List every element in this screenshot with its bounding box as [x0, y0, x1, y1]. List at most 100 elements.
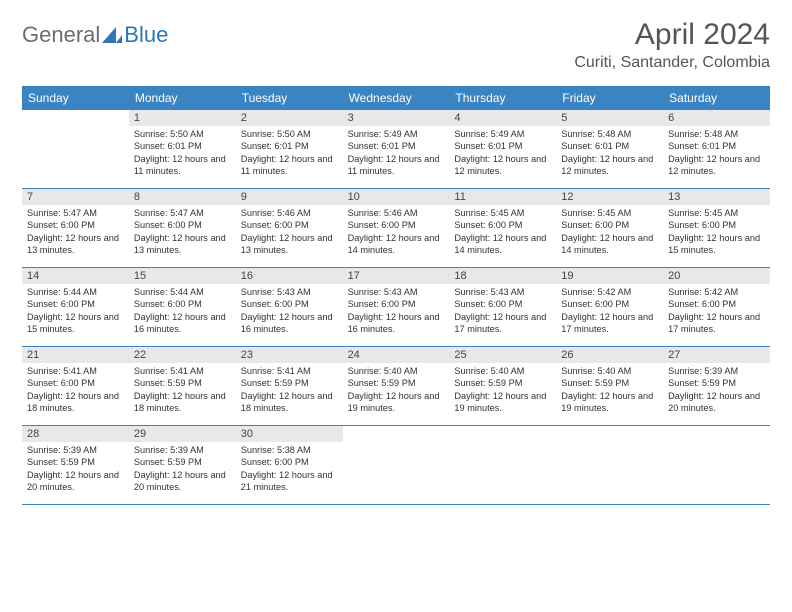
- day-cell: 5Sunrise: 5:48 AMSunset: 6:01 PMDaylight…: [556, 110, 663, 188]
- day-cell: 19Sunrise: 5:42 AMSunset: 6:00 PMDayligh…: [556, 268, 663, 346]
- calendar-week: 14Sunrise: 5:44 AMSunset: 6:00 PMDayligh…: [22, 268, 770, 347]
- day-cell: .: [556, 426, 663, 504]
- day-cell: 6Sunrise: 5:48 AMSunset: 6:01 PMDaylight…: [663, 110, 770, 188]
- day-content: Sunrise: 5:45 AMSunset: 6:00 PMDaylight:…: [663, 205, 770, 259]
- day-number: 11: [449, 189, 556, 205]
- day-cell: .: [22, 110, 129, 188]
- day-content: Sunrise: 5:42 AMSunset: 6:00 PMDaylight:…: [556, 284, 663, 338]
- day-content: Sunrise: 5:48 AMSunset: 6:01 PMDaylight:…: [556, 126, 663, 180]
- day-header: Monday: [129, 86, 236, 110]
- day-content: Sunrise: 5:42 AMSunset: 6:00 PMDaylight:…: [663, 284, 770, 338]
- day-number: 16: [236, 268, 343, 284]
- day-number: 17: [343, 268, 450, 284]
- day-cell: 13Sunrise: 5:45 AMSunset: 6:00 PMDayligh…: [663, 189, 770, 267]
- day-content: Sunrise: 5:49 AMSunset: 6:01 PMDaylight:…: [449, 126, 556, 180]
- day-content: Sunrise: 5:39 AMSunset: 5:59 PMDaylight:…: [22, 442, 129, 496]
- day-number: 24: [343, 347, 450, 363]
- title-block: April 2024 Curiti, Santander, Colombia: [574, 18, 770, 72]
- calendar-week: 28Sunrise: 5:39 AMSunset: 5:59 PMDayligh…: [22, 426, 770, 505]
- calendar-week: .1Sunrise: 5:50 AMSunset: 6:01 PMDayligh…: [22, 110, 770, 189]
- day-content: Sunrise: 5:41 AMSunset: 5:59 PMDaylight:…: [236, 363, 343, 417]
- day-number: 7: [22, 189, 129, 205]
- calendar-week: 7Sunrise: 5:47 AMSunset: 6:00 PMDaylight…: [22, 189, 770, 268]
- day-content: Sunrise: 5:40 AMSunset: 5:59 PMDaylight:…: [556, 363, 663, 417]
- brand-logo: General Blue: [22, 22, 168, 48]
- day-number: 2: [236, 110, 343, 126]
- day-cell: 8Sunrise: 5:47 AMSunset: 6:00 PMDaylight…: [129, 189, 236, 267]
- calendar-grid: SundayMondayTuesdayWednesdayThursdayFrid…: [22, 86, 770, 505]
- day-header: Saturday: [663, 86, 770, 110]
- day-cell: 15Sunrise: 5:44 AMSunset: 6:00 PMDayligh…: [129, 268, 236, 346]
- day-content: Sunrise: 5:46 AMSunset: 6:00 PMDaylight:…: [236, 205, 343, 259]
- day-cell: 21Sunrise: 5:41 AMSunset: 6:00 PMDayligh…: [22, 347, 129, 425]
- day-cell: 26Sunrise: 5:40 AMSunset: 5:59 PMDayligh…: [556, 347, 663, 425]
- day-content: Sunrise: 5:50 AMSunset: 6:01 PMDaylight:…: [129, 126, 236, 180]
- day-cell: 2Sunrise: 5:50 AMSunset: 6:01 PMDaylight…: [236, 110, 343, 188]
- day-number: 5: [556, 110, 663, 126]
- day-cell: 17Sunrise: 5:43 AMSunset: 6:00 PMDayligh…: [343, 268, 450, 346]
- day-content: Sunrise: 5:41 AMSunset: 5:59 PMDaylight:…: [129, 363, 236, 417]
- location-text: Curiti, Santander, Colombia: [574, 54, 770, 72]
- day-number: 14: [22, 268, 129, 284]
- day-cell: 14Sunrise: 5:44 AMSunset: 6:00 PMDayligh…: [22, 268, 129, 346]
- day-content: Sunrise: 5:39 AMSunset: 5:59 PMDaylight:…: [663, 363, 770, 417]
- day-number: 15: [129, 268, 236, 284]
- day-cell: 27Sunrise: 5:39 AMSunset: 5:59 PMDayligh…: [663, 347, 770, 425]
- day-content: Sunrise: 5:40 AMSunset: 5:59 PMDaylight:…: [343, 363, 450, 417]
- day-cell: .: [449, 426, 556, 504]
- day-cell: 3Sunrise: 5:49 AMSunset: 6:01 PMDaylight…: [343, 110, 450, 188]
- day-number: 6: [663, 110, 770, 126]
- day-header: Wednesday: [343, 86, 450, 110]
- day-content: Sunrise: 5:45 AMSunset: 6:00 PMDaylight:…: [556, 205, 663, 259]
- month-title: April 2024: [574, 18, 770, 52]
- day-cell: 12Sunrise: 5:45 AMSunset: 6:00 PMDayligh…: [556, 189, 663, 267]
- day-content: Sunrise: 5:44 AMSunset: 6:00 PMDaylight:…: [129, 284, 236, 338]
- day-content: Sunrise: 5:47 AMSunset: 6:00 PMDaylight:…: [129, 205, 236, 259]
- day-content: Sunrise: 5:43 AMSunset: 6:00 PMDaylight:…: [236, 284, 343, 338]
- calendar-week: 21Sunrise: 5:41 AMSunset: 6:00 PMDayligh…: [22, 347, 770, 426]
- day-number: 8: [129, 189, 236, 205]
- brand-part2: Blue: [124, 22, 168, 48]
- day-content: Sunrise: 5:47 AMSunset: 6:00 PMDaylight:…: [22, 205, 129, 259]
- day-cell: 9Sunrise: 5:46 AMSunset: 6:00 PMDaylight…: [236, 189, 343, 267]
- day-number: 29: [129, 426, 236, 442]
- brand-part1: General: [22, 22, 100, 48]
- day-header: Thursday: [449, 86, 556, 110]
- day-content: Sunrise: 5:41 AMSunset: 6:00 PMDaylight:…: [22, 363, 129, 417]
- day-content: Sunrise: 5:46 AMSunset: 6:00 PMDaylight:…: [343, 205, 450, 259]
- day-number: 26: [556, 347, 663, 363]
- day-content: Sunrise: 5:39 AMSunset: 5:59 PMDaylight:…: [129, 442, 236, 496]
- day-number: 27: [663, 347, 770, 363]
- day-content: Sunrise: 5:48 AMSunset: 6:01 PMDaylight:…: [663, 126, 770, 180]
- day-cell: 30Sunrise: 5:38 AMSunset: 6:00 PMDayligh…: [236, 426, 343, 504]
- day-content: Sunrise: 5:40 AMSunset: 5:59 PMDaylight:…: [449, 363, 556, 417]
- day-content: Sunrise: 5:44 AMSunset: 6:00 PMDaylight:…: [22, 284, 129, 338]
- day-cell: 28Sunrise: 5:39 AMSunset: 5:59 PMDayligh…: [22, 426, 129, 504]
- day-cell: .: [663, 426, 770, 504]
- day-number: 23: [236, 347, 343, 363]
- day-number: 18: [449, 268, 556, 284]
- day-content: Sunrise: 5:43 AMSunset: 6:00 PMDaylight:…: [343, 284, 450, 338]
- day-cell: 22Sunrise: 5:41 AMSunset: 5:59 PMDayligh…: [129, 347, 236, 425]
- brand-triangle-icon: [102, 27, 122, 43]
- day-cell: 7Sunrise: 5:47 AMSunset: 6:00 PMDaylight…: [22, 189, 129, 267]
- day-cell: .: [343, 426, 450, 504]
- day-number: 30: [236, 426, 343, 442]
- day-number: 4: [449, 110, 556, 126]
- day-cell: 4Sunrise: 5:49 AMSunset: 6:01 PMDaylight…: [449, 110, 556, 188]
- day-number: 22: [129, 347, 236, 363]
- day-cell: 1Sunrise: 5:50 AMSunset: 6:01 PMDaylight…: [129, 110, 236, 188]
- day-number: 28: [22, 426, 129, 442]
- day-number: 21: [22, 347, 129, 363]
- day-headers-row: SundayMondayTuesdayWednesdayThursdayFrid…: [22, 86, 770, 110]
- day-number: 12: [556, 189, 663, 205]
- day-content: Sunrise: 5:49 AMSunset: 6:01 PMDaylight:…: [343, 126, 450, 180]
- day-header: Friday: [556, 86, 663, 110]
- day-cell: 23Sunrise: 5:41 AMSunset: 5:59 PMDayligh…: [236, 347, 343, 425]
- day-number: 25: [449, 347, 556, 363]
- day-cell: 18Sunrise: 5:43 AMSunset: 6:00 PMDayligh…: [449, 268, 556, 346]
- day-content: Sunrise: 5:50 AMSunset: 6:01 PMDaylight:…: [236, 126, 343, 180]
- day-number: 9: [236, 189, 343, 205]
- day-cell: 10Sunrise: 5:46 AMSunset: 6:00 PMDayligh…: [343, 189, 450, 267]
- day-cell: 20Sunrise: 5:42 AMSunset: 6:00 PMDayligh…: [663, 268, 770, 346]
